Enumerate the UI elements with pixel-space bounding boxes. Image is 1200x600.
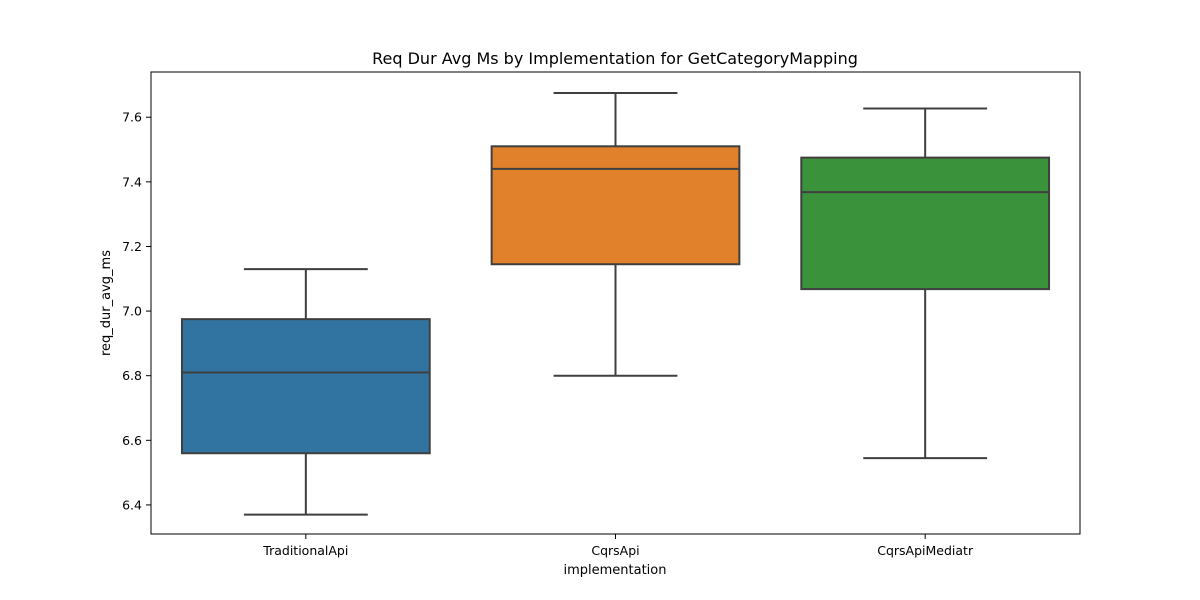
y-axis-label: req_dur_avg_ms (99, 250, 114, 356)
iqr-box (490, 145, 741, 266)
x-axis-label: implementation (563, 563, 666, 578)
y-tick-label: 6.6 (122, 433, 142, 448)
box-CqrsApiMediatr (800, 107, 1051, 460)
box-CqrsApi (490, 92, 741, 377)
y-axis: 6.4 6.6 6.8 7.0 7.2 7.4 7.6 (122, 110, 151, 512)
y-tick-label: 7.0 (122, 304, 142, 319)
box-TraditionalApi (180, 268, 431, 516)
iqr-box (180, 318, 431, 455)
y-tick-label: 7.2 (122, 239, 142, 254)
y-tick-label: 7.4 (122, 174, 142, 189)
y-tick-label: 6.8 (122, 368, 142, 383)
y-tick-label: 6.4 (122, 497, 142, 512)
x-tick-label: CqrsApi (591, 543, 639, 558)
x-axis: TraditionalApi CqrsApi CqrsApiMediatr (262, 534, 974, 558)
chart-title: Req Dur Avg Ms by Implementation for Get… (372, 49, 858, 68)
boxes-group (180, 92, 1051, 516)
x-tick-label: TraditionalApi (262, 543, 348, 558)
x-tick-label: CqrsApiMediatr (877, 543, 974, 558)
y-tick-label: 7.6 (122, 110, 142, 125)
iqr-box (800, 156, 1051, 291)
